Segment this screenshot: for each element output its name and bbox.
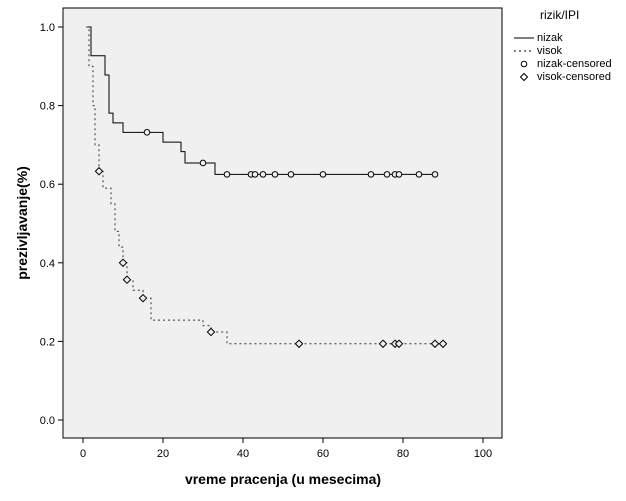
censored-marker-visok — [438, 339, 448, 349]
x-tick-label: 40 — [237, 448, 249, 460]
censored-marker-nizak — [271, 171, 279, 178]
legend-nizak-label: nizak — [537, 32, 563, 44]
legend-nizak-censored-marker — [520, 60, 528, 68]
censored-marker-nizak — [415, 171, 423, 178]
legend-visok-label: visok — [537, 45, 563, 57]
censored-marker-nizak — [395, 171, 403, 178]
censored-marker-nizak — [367, 171, 375, 178]
x-axis: 0 20 40 60 80 100 — [80, 438, 492, 460]
censored-marker-nizak — [431, 171, 439, 178]
x-tick-label: 0 — [80, 448, 86, 460]
censored-marker-nizak — [287, 171, 295, 178]
x-tick-label: 100 — [474, 448, 492, 460]
censored-marker-nizak — [223, 171, 231, 178]
y-tick-label: 0.8 — [40, 101, 55, 113]
x-axis-title: vreme pracenja (u mesecima) — [185, 471, 381, 487]
censored-marker-nizak — [251, 171, 259, 178]
x-tick-label: 20 — [157, 448, 169, 460]
censored-marker-nizak — [383, 171, 391, 178]
legend: rizik/IPI nizak visok nizak-censored vis… — [514, 8, 612, 83]
y-axis: 0.0 0.2 0.4 0.6 0.8 1.0 — [40, 22, 63, 427]
censored-marker-nizak — [199, 159, 207, 167]
censored-marker-nizak — [319, 171, 327, 178]
legend-title: rizik/IPI — [540, 8, 579, 22]
censored-marker-nizak — [259, 171, 267, 178]
censored-marker-visok — [118, 258, 128, 268]
censored-marker-visok — [394, 339, 404, 349]
censored-marker-visok — [294, 339, 304, 349]
censored-marker-visok — [94, 166, 104, 176]
legend-visok-censored-marker — [519, 72, 529, 82]
censored-marker-visok — [122, 275, 132, 285]
y-tick-label: 0.2 — [40, 336, 55, 348]
censored-marker-visok — [430, 339, 440, 349]
series-layer — [86, 26, 443, 345]
censored-marker-nizak — [143, 129, 151, 136]
censored-marker-visok — [138, 293, 148, 303]
censored-marker-visok — [378, 339, 388, 349]
censored-marker-layer — [94, 129, 448, 349]
x-tick-label: 60 — [317, 448, 329, 460]
y-axis-title: prezivljavanje(%) — [14, 166, 30, 280]
y-tick-label: 1.0 — [40, 22, 55, 34]
series-line-nizak — [86, 26, 435, 175]
x-tick-label: 80 — [397, 448, 409, 460]
y-tick-label: 0.0 — [40, 415, 55, 427]
legend-nizak-censored-label: nizak-censored — [537, 58, 612, 70]
plot-background — [62, 7, 503, 439]
y-tick-label: 0.4 — [40, 258, 55, 270]
legend-visok-censored-label: visok-censored — [537, 71, 611, 83]
y-tick-label: 0.6 — [40, 179, 55, 191]
censored-marker-visok — [206, 327, 216, 337]
